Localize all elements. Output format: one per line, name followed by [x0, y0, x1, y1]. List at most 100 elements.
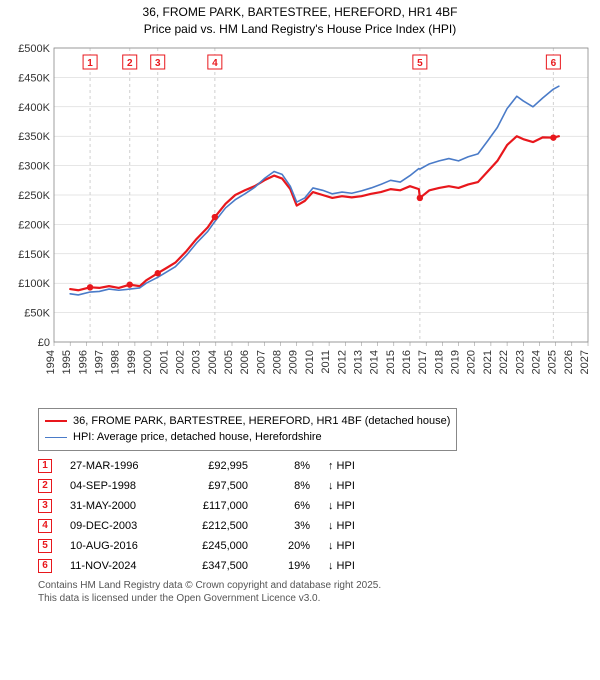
- svg-text:2022: 2022: [498, 350, 510, 374]
- svg-text:2012: 2012: [336, 350, 348, 374]
- title-line-2: Price paid vs. HM Land Registry's House …: [8, 21, 592, 38]
- svg-text:2011: 2011: [320, 350, 332, 374]
- transaction-row: 3 31-MAY-2000 £117,000 6% ↓ HPI: [38, 499, 592, 513]
- transaction-row: 1 27-MAR-1996 £92,995 8% ↑ HPI: [38, 459, 592, 473]
- svg-text:2000: 2000: [142, 350, 154, 374]
- transaction-pct: 20%: [266, 540, 310, 552]
- svg-text:1995: 1995: [61, 350, 73, 374]
- transaction-row: 6 11-NOV-2024 £347,500 19% ↓ HPI: [38, 559, 592, 573]
- transaction-price: £212,500: [178, 520, 248, 532]
- transaction-date: 11-NOV-2024: [70, 560, 160, 572]
- svg-text:2003: 2003: [191, 350, 203, 374]
- transaction-price: £92,995: [178, 460, 248, 472]
- attribution-line-1: Contains HM Land Registry data © Crown c…: [38, 579, 592, 592]
- legend-row: HPI: Average price, detached house, Here…: [45, 429, 450, 446]
- chart-area: £0£50K£100K£150K£200K£250K£300K£350K£400…: [8, 42, 592, 402]
- svg-text:1999: 1999: [126, 350, 138, 374]
- transaction-marker: 2: [38, 479, 52, 493]
- svg-text:1997: 1997: [94, 350, 106, 374]
- svg-text:2015: 2015: [385, 350, 397, 374]
- legend-swatch: [45, 437, 67, 438]
- transaction-direction: ↓ HPI: [328, 480, 368, 492]
- transaction-row: 2 04-SEP-1998 £97,500 8% ↓ HPI: [38, 479, 592, 493]
- svg-text:2004: 2004: [207, 350, 219, 374]
- svg-text:2: 2: [127, 58, 133, 69]
- attribution-block: Contains HM Land Registry data © Crown c…: [38, 579, 592, 605]
- legend-label: HPI: Average price, detached house, Here…: [73, 429, 322, 446]
- svg-text:£100K: £100K: [18, 278, 50, 290]
- svg-text:£250K: £250K: [18, 190, 50, 202]
- svg-text:2007: 2007: [255, 350, 267, 374]
- transaction-price: £97,500: [178, 480, 248, 492]
- svg-text:1994: 1994: [45, 350, 57, 374]
- transaction-marker: 4: [38, 519, 52, 533]
- svg-text:2005: 2005: [223, 350, 235, 374]
- svg-text:2006: 2006: [239, 350, 251, 374]
- transaction-price: £245,000: [178, 540, 248, 552]
- transaction-price: £347,500: [178, 560, 248, 572]
- transaction-pct: 19%: [266, 560, 310, 572]
- svg-text:1: 1: [87, 58, 93, 69]
- svg-text:£350K: £350K: [18, 131, 50, 143]
- legend-label: 36, FROME PARK, BARTESTREE, HEREFORD, HR…: [73, 413, 450, 430]
- transaction-table: 1 27-MAR-1996 £92,995 8% ↑ HPI 2 04-SEP-1998 £9…: [38, 459, 592, 573]
- transaction-date: 09-DEC-2003: [70, 520, 160, 532]
- svg-text:2027: 2027: [579, 350, 591, 374]
- svg-text:4: 4: [212, 58, 218, 69]
- svg-text:2010: 2010: [304, 350, 316, 374]
- svg-text:2020: 2020: [466, 350, 478, 374]
- transaction-pct: 3%: [266, 520, 310, 532]
- transaction-date: 27-MAR-1996: [70, 460, 160, 472]
- title-line-1: 36, FROME PARK, BARTESTREE, HEREFORD, HR…: [8, 4, 592, 21]
- transaction-marker: 1: [38, 459, 52, 473]
- title-block: 36, FROME PARK, BARTESTREE, HEREFORD, HR…: [8, 4, 592, 38]
- transaction-marker: 3: [38, 499, 52, 513]
- svg-text:2021: 2021: [482, 350, 494, 374]
- transaction-direction: ↓ HPI: [328, 540, 368, 552]
- svg-text:£150K: £150K: [18, 248, 50, 260]
- transaction-pct: 8%: [266, 460, 310, 472]
- transaction-marker: 6: [38, 559, 52, 573]
- transaction-date: 04-SEP-1998: [70, 480, 160, 492]
- svg-text:2016: 2016: [401, 350, 413, 374]
- legend-swatch: [45, 420, 67, 422]
- svg-text:£300K: £300K: [18, 160, 50, 172]
- transaction-date: 10-AUG-2016: [70, 540, 160, 552]
- transaction-marker: 5: [38, 539, 52, 553]
- svg-text:2024: 2024: [530, 350, 542, 374]
- svg-text:2017: 2017: [417, 350, 429, 374]
- legend-row: 36, FROME PARK, BARTESTREE, HEREFORD, HR…: [45, 413, 450, 430]
- svg-text:2019: 2019: [450, 350, 462, 374]
- attribution-line-2: This data is licensed under the Open Gov…: [38, 592, 592, 605]
- svg-text:1998: 1998: [110, 350, 122, 374]
- svg-text:2009: 2009: [288, 350, 300, 374]
- svg-text:£400K: £400K: [18, 101, 50, 113]
- svg-text:2023: 2023: [514, 350, 526, 374]
- svg-text:2018: 2018: [433, 350, 445, 374]
- transaction-direction: ↑ HPI: [328, 460, 368, 472]
- legend: 36, FROME PARK, BARTESTREE, HEREFORD, HR…: [38, 408, 457, 451]
- transaction-pct: 8%: [266, 480, 310, 492]
- transaction-pct: 6%: [266, 500, 310, 512]
- svg-text:2025: 2025: [547, 350, 559, 374]
- transaction-row: 4 09-DEC-2003 £212,500 3% ↓ HPI: [38, 519, 592, 533]
- transaction-direction: ↓ HPI: [328, 560, 368, 572]
- svg-text:2001: 2001: [158, 350, 170, 374]
- page: 36, FROME PARK, BARTESTREE, HEREFORD, HR…: [0, 0, 600, 613]
- svg-text:2013: 2013: [352, 350, 364, 374]
- svg-text:£200K: £200K: [18, 219, 50, 231]
- transaction-date: 31-MAY-2000: [70, 500, 160, 512]
- svg-text:£50K: £50K: [24, 307, 50, 319]
- svg-text:£450K: £450K: [18, 72, 50, 84]
- transaction-row: 5 10-AUG-2016 £245,000 20% ↓ HPI: [38, 539, 592, 553]
- svg-text:2008: 2008: [272, 350, 284, 374]
- svg-text:£500K: £500K: [18, 43, 50, 55]
- svg-text:5: 5: [417, 58, 423, 69]
- svg-text:1996: 1996: [77, 350, 89, 374]
- transaction-direction: ↓ HPI: [328, 520, 368, 532]
- transaction-price: £117,000: [178, 500, 248, 512]
- svg-text:6: 6: [551, 58, 557, 69]
- svg-text:3: 3: [155, 58, 161, 69]
- transaction-direction: ↓ HPI: [328, 500, 368, 512]
- svg-text:2002: 2002: [174, 350, 186, 374]
